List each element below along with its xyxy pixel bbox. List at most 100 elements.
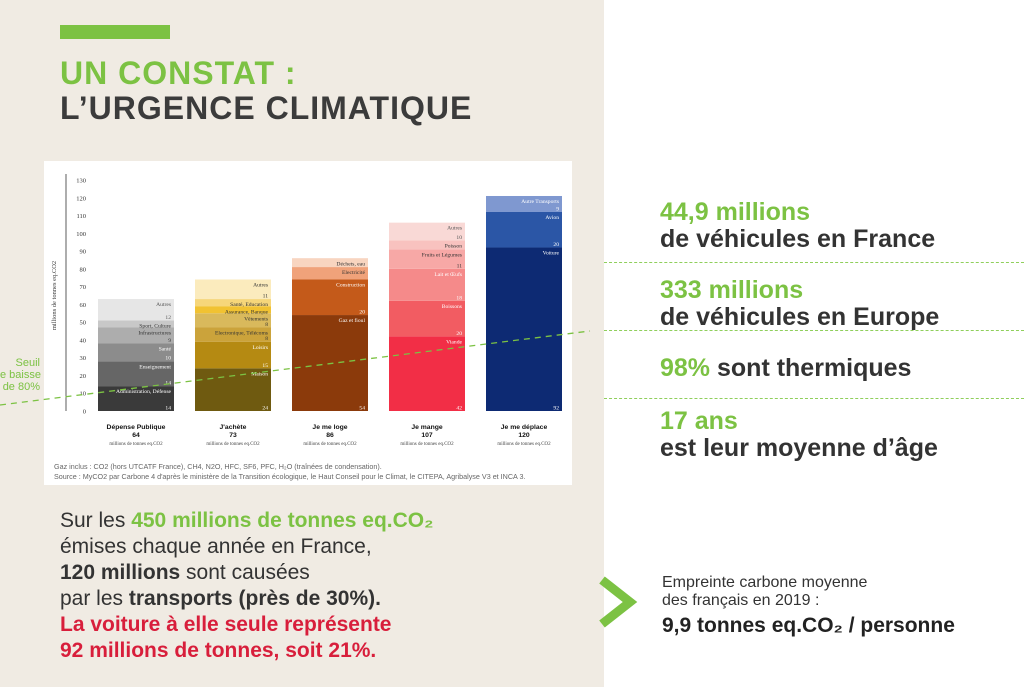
footprint-label-line-1: Empreinte carbone moyenne (662, 574, 868, 591)
segment-label: Santé (159, 347, 172, 353)
bar-segment (98, 343, 174, 362)
segment-value: 24 (262, 406, 268, 412)
category-label: Je mange (411, 424, 443, 431)
stacked-bar-chart: 0 10 20 30 40 50 60 70 80 90 100 110 120 130 millions … (51, 174, 562, 447)
bar-segment (195, 306, 271, 314)
segment-label: Autres (447, 226, 462, 232)
category-unit: millions de tonnes eq.CO2 (497, 442, 551, 447)
stat-4-number: 17 ans (660, 407, 738, 435)
segment-value: 92 (553, 406, 559, 412)
category-label: Dépense Publique (107, 424, 166, 431)
segment-label: Poisson (445, 244, 463, 250)
segment-value: 11 (457, 263, 463, 269)
y-tick-label: 60 (80, 302, 87, 309)
bar-segment (195, 279, 271, 300)
segment-value: 15 (262, 363, 268, 369)
bar-segment (292, 279, 368, 316)
bar-segment (389, 240, 465, 250)
bar-segment (486, 211, 562, 248)
category-total: 86 (326, 432, 334, 439)
bar-segment (98, 320, 174, 328)
divider-3 (604, 398, 1024, 399)
segment-label: Autre Transports (521, 199, 559, 205)
y-tick-label: 100 (76, 231, 86, 238)
segment-value: 8 (265, 322, 268, 328)
y-tick-label: 40 (80, 337, 87, 344)
divider-1 (604, 262, 1024, 263)
segment-label: Déchets, eau (336, 261, 365, 267)
segment-value: 10 (165, 356, 171, 362)
bar-segment (98, 386, 174, 411)
segment-value: 9 (556, 206, 559, 212)
threshold-line-2: e baisse (0, 369, 41, 381)
stat-3-text: sont thermiques (710, 354, 912, 382)
stat-4-text: est leur moyenne d’âge (660, 434, 938, 462)
category-unit: millions de tonnes eq.CO2 (206, 442, 260, 447)
segment-value: 18 (456, 295, 462, 301)
category-total: 107 (421, 432, 433, 439)
y-tick-label: 50 (80, 320, 87, 327)
category-label: J'achète (220, 424, 247, 431)
segment-value: 20 (553, 242, 559, 248)
stat-average-age: 17 ans est leur moyenne d’âge (660, 408, 938, 462)
bar-segment (195, 327, 271, 342)
y-tick-label: 20 (80, 373, 87, 380)
segment-value: 12 (165, 315, 171, 321)
segment-label: Electricité (342, 270, 365, 276)
bar-segment (389, 222, 465, 241)
body-text-1: Sur les (60, 509, 132, 532)
footprint-label: Empreinte carbone moyenne des français e… (662, 574, 867, 610)
stat-thermal: 98% sont thermiques (660, 354, 911, 382)
segment-label: Boissons (442, 304, 462, 310)
footprint-value: 9,9 tonnes eq.CO₂ / personne (662, 614, 955, 637)
bar-segment (389, 249, 465, 269)
segment-label: Sport, Culture (139, 323, 171, 329)
segment-label: Maison (251, 371, 268, 377)
threshold-line-1: Seuil (15, 357, 40, 369)
body-text-3: sont causées (180, 561, 310, 584)
bar-segment (195, 299, 271, 307)
y-tick-label: 90 (80, 249, 87, 256)
body-text-5: La voiture à elle seule représente (60, 613, 392, 636)
bar-segment (195, 341, 271, 369)
divider-2 (604, 330, 1024, 331)
category-unit: millions de tonnes eq.CO2 (400, 442, 454, 447)
headline-line-1: UN CONSTAT : (60, 55, 297, 91)
bar-segment (389, 268, 465, 301)
segment-label: Vêtements (244, 316, 268, 322)
stat-1-number: 44,9 millions (660, 198, 811, 226)
segment-label: Voiture (543, 251, 560, 257)
chart-footnotes: Gaz inclus : CO2 (hors UTCATF France), C… (54, 462, 564, 482)
body-highlight-120: 120 millions (60, 561, 181, 584)
category-total: 120 (518, 432, 530, 439)
bar-segment (292, 267, 368, 280)
y-tick-label: 130 (76, 178, 86, 185)
headline-line-2: L’URGENCE CLIMATIQUE (60, 90, 473, 126)
category-label: Je me loge (312, 424, 347, 431)
threshold-dashed-line (0, 330, 591, 406)
segment-value: 20 (456, 331, 462, 337)
body-paragraph: Sur les 450 millions de tonnes eq.CO₂ ém… (60, 508, 433, 664)
segment-label: Loisirs (252, 345, 268, 351)
body-highlight-450: 450 millions de tonnes eq.CO₂ (131, 509, 434, 532)
segment-label: Enseignement (139, 364, 171, 370)
segment-value: 8 (265, 336, 268, 342)
segment-value: 14 (165, 406, 171, 412)
segment-label: Fruits et Légumes (422, 252, 462, 258)
segment-value: 20 (359, 310, 365, 316)
segment-label: Infrastructures (138, 330, 171, 337)
bar-segment (98, 327, 174, 344)
footprint-label-line-2: des français en 2019 : (662, 592, 820, 609)
segment-label: Lait et Œufs (434, 271, 462, 278)
y-tick-label: 0 (83, 409, 86, 416)
y-tick-label: 80 (80, 266, 87, 273)
bar-segment (486, 247, 562, 411)
segment-label: Construction (336, 283, 365, 289)
footnote-source: Source : MyCO2 par Carbone 4 d'après le … (54, 472, 526, 481)
y-axis-label: millions de tonnes eq.CO2 (51, 261, 58, 330)
segment-value: 11 (263, 294, 269, 300)
segment-label: Viande (446, 339, 462, 345)
bar-segment (98, 361, 174, 387)
segment-label: Electronique, Télécoms (215, 331, 268, 337)
body-text-6: 92 millions de tonnes, soit 21%. (60, 639, 377, 662)
